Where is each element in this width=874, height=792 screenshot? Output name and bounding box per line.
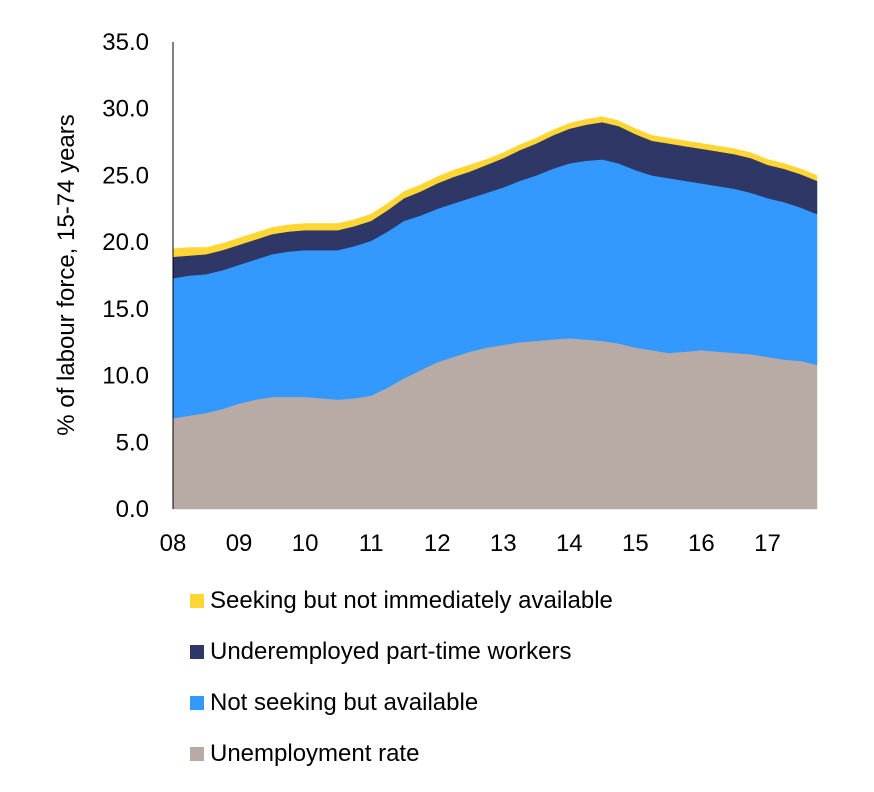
x-tick-label: 08 bbox=[160, 530, 187, 557]
chart-legend: Seeking but not immediately available Und… bbox=[190, 588, 613, 792]
x-tick-label: 16 bbox=[688, 530, 715, 557]
y-tick-label: 0.0 bbox=[116, 496, 149, 523]
y-tick-label: 25.0 bbox=[102, 162, 149, 189]
legend-item-underemployed-part-time-workers: Underemployed part-time workers bbox=[190, 639, 613, 665]
y-tick-label: 10.0 bbox=[102, 363, 149, 390]
legend-item-not-seeking-but-available: Not seeking but available bbox=[190, 690, 613, 716]
y-tick-label: 5.0 bbox=[116, 429, 149, 456]
legend-swatch bbox=[190, 696, 204, 710]
y-tick-label: 15.0 bbox=[102, 296, 149, 323]
x-tick-label: 15 bbox=[622, 530, 649, 557]
x-tick-label: 12 bbox=[424, 530, 451, 557]
area-seeking-but-not-immediately-available bbox=[172, 116, 818, 258]
legend-swatch bbox=[190, 645, 204, 659]
legend-item-seeking-but-not-immediately-available: Seeking but not immediately available bbox=[190, 588, 613, 614]
y-axis-tick-labels: 0.0 5.0 10.0 15.0 20.0 25.0 30.0 35.0 bbox=[102, 29, 149, 523]
x-tick-label: 14 bbox=[556, 530, 583, 557]
x-axis-tick-labels: 08 09 10 11 12 13 14 15 16 17 bbox=[160, 530, 781, 557]
y-axis-title: % of labour force, 15-74 years bbox=[53, 114, 80, 436]
x-tick-label: 11 bbox=[359, 530, 384, 557]
x-tick-label: 13 bbox=[490, 530, 517, 557]
x-tick-label: 09 bbox=[226, 530, 253, 557]
legend-swatch bbox=[190, 594, 204, 608]
y-tick-label: 20.0 bbox=[102, 229, 149, 256]
legend-label: Unemployment rate bbox=[210, 740, 420, 767]
y-tick-label: 30.0 bbox=[102, 96, 149, 123]
area-layers bbox=[172, 116, 818, 510]
legend-item-unemployment-rate: Unemployment rate bbox=[190, 741, 613, 767]
legend-label: Not seeking but available bbox=[210, 689, 479, 716]
legend-label: Seeking but not immediately available bbox=[210, 587, 613, 614]
y-tick-label: 35.0 bbox=[102, 29, 149, 56]
x-tick-label: 10 bbox=[292, 530, 319, 557]
legend-swatch bbox=[190, 747, 204, 761]
legend-label: Underemployed part-time workers bbox=[210, 638, 572, 665]
x-tick-label: 17 bbox=[754, 530, 781, 557]
